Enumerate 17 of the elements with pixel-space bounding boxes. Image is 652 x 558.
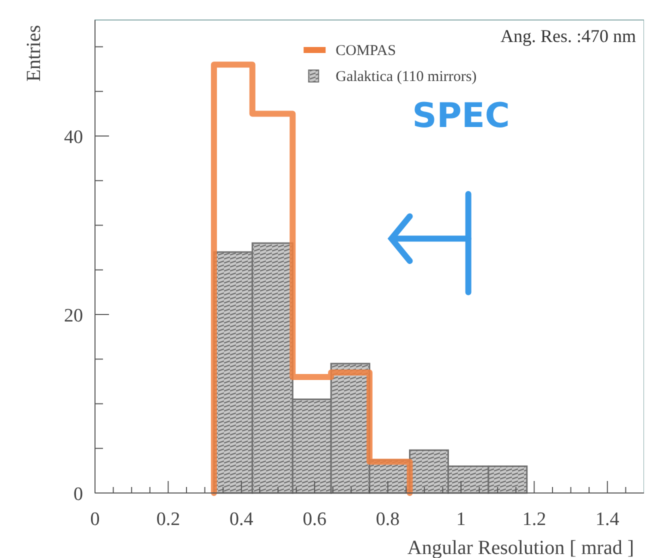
chart-title: Ang. Res. :470 nm <box>500 26 636 46</box>
x-tick-label: 0.2 <box>156 509 180 530</box>
legend-label: COMPAS <box>336 43 396 59</box>
x-tick-label: 0 <box>90 509 100 530</box>
x-tick-label: 1.2 <box>522 509 546 530</box>
x-tick-label: 1 <box>456 509 466 530</box>
y-tick-label: 0 <box>74 484 83 505</box>
legend-label: Galaktica (110 mirrors) <box>336 69 477 85</box>
x-tick-label: 1.4 <box>596 509 620 530</box>
x-tick-label: 0.6 <box>302 509 326 530</box>
x-tick-label: 0.4 <box>230 509 254 530</box>
y-axis-title: Entries <box>23 24 45 82</box>
y-tick-label: 20 <box>64 306 83 327</box>
y-tick-label: 40 <box>64 127 83 148</box>
x-axis-title: Angular Resolution [ mrad ] <box>407 537 634 558</box>
annotation: SPEC <box>412 96 510 136</box>
x-tick-label: 0.8 <box>376 509 400 530</box>
